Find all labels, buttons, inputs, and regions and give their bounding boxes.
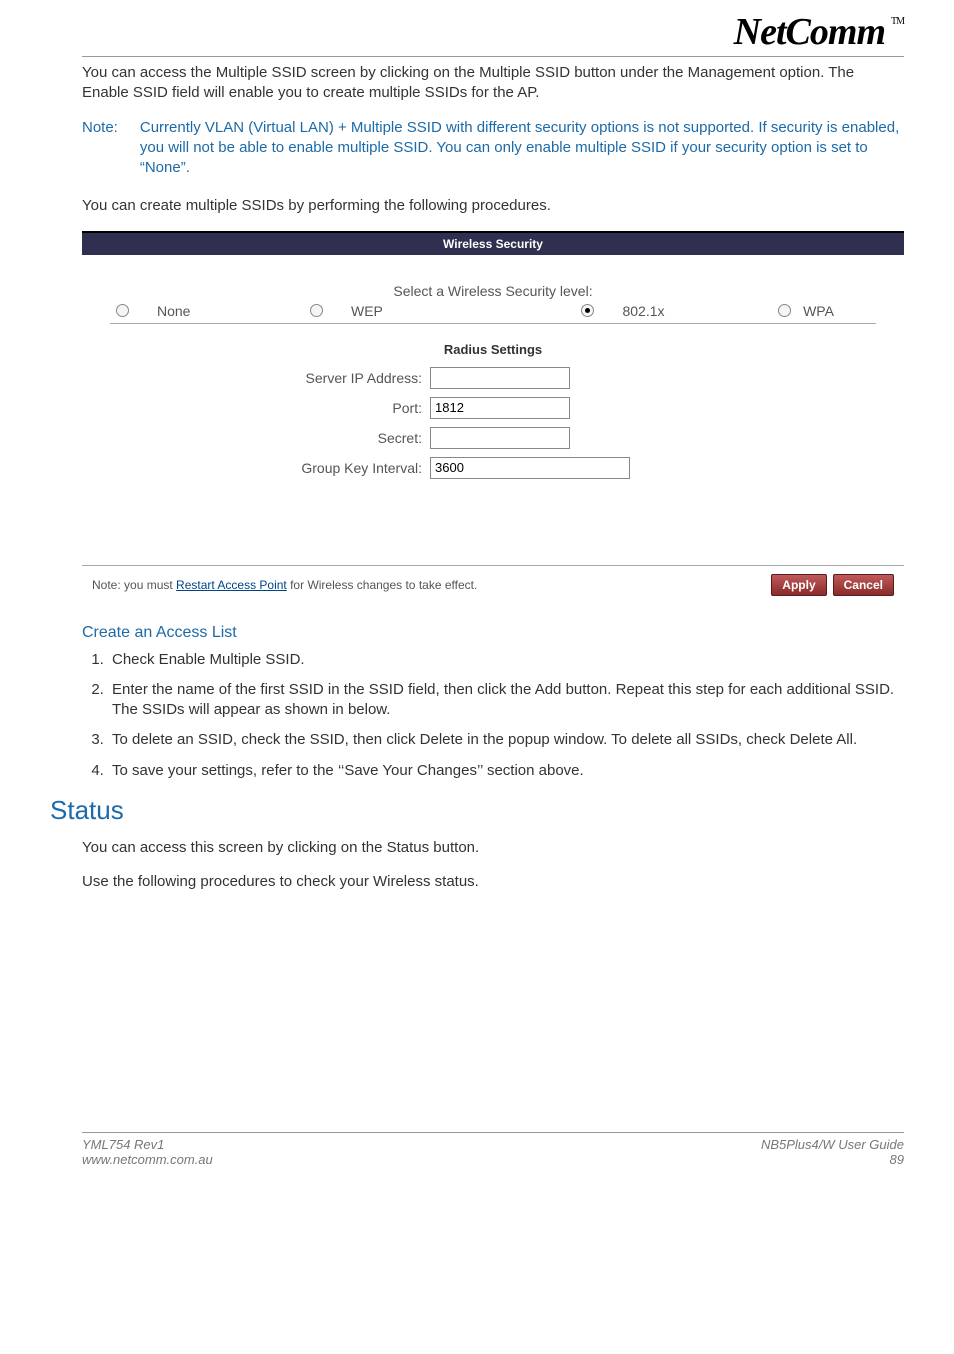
radio-wep-label: WEP (351, 303, 383, 319)
secret-input[interactable] (430, 427, 570, 449)
intro-paragraph: You can access the Multiple SSID screen … (82, 63, 904, 104)
logo-tm: TM (891, 16, 904, 27)
radio-none[interactable] (116, 304, 129, 317)
list-item: Check Enable Multiple SSID. (108, 650, 904, 670)
secret-label: Secret: (110, 430, 430, 446)
note-text: Currently VLAN (Virtual LAN) + Multiple … (140, 118, 904, 179)
footer-doc-title: NB5Plus4/W User Guide (761, 1137, 904, 1152)
group-key-interval-input[interactable] (430, 457, 630, 479)
apply-button[interactable]: Apply (771, 574, 826, 596)
procedure-intro: You can create multiple SSIDs by perform… (82, 196, 904, 216)
top-rule (82, 56, 904, 57)
radio-8021x[interactable] (581, 304, 594, 317)
note-block: Note: Currently VLAN (Virtual LAN) + Mul… (82, 118, 904, 179)
page-footer: YML754 Rev1 www.netcomm.com.au NB5Plus4/… (82, 1132, 904, 1167)
port-label: Port: (110, 400, 430, 416)
restart-note-pre: Note: you must (92, 578, 176, 592)
server-ip-label: Server IP Address: (110, 370, 430, 386)
restart-access-point-link[interactable]: Restart Access Point (176, 578, 287, 592)
list-item: To delete an SSID, check the SSID, then … (108, 730, 904, 750)
footer-page-number: 89 (761, 1152, 904, 1167)
list-item: To save your settings, refer to the ‘‘Sa… (108, 761, 904, 781)
server-ip-input[interactable] (430, 367, 570, 389)
steps-list: Check Enable Multiple SSID. Enter the na… (82, 650, 904, 781)
restart-note: Note: you must Restart Access Point for … (92, 578, 477, 592)
port-input[interactable] (430, 397, 570, 419)
security-level-heading: Select a Wireless Security level: (110, 283, 876, 299)
restart-note-post: for Wireless changes to take effect. (287, 578, 478, 592)
status-paragraph-2: Use the following procedures to check yo… (82, 872, 904, 892)
status-paragraph-1: You can access this screen by clicking o… (82, 838, 904, 858)
radio-8021x-label: 802.1x (622, 303, 664, 319)
logo-text: NetComm (734, 10, 885, 54)
radius-settings-heading: Radius Settings (110, 342, 876, 357)
cancel-button[interactable]: Cancel (833, 574, 894, 596)
group-key-interval-label: Group Key Interval: (110, 460, 430, 476)
radio-none-label: None (157, 303, 190, 319)
wireless-security-panel: Wireless Security Select a Wireless Secu… (82, 231, 904, 604)
panel-title: Wireless Security (82, 233, 904, 255)
footer-doc-rev: YML754 Rev1 (82, 1137, 213, 1152)
radio-wpa-label: WPA (803, 303, 834, 319)
status-heading: Status (50, 795, 904, 826)
footer-url: www.netcomm.com.au (82, 1152, 213, 1167)
security-level-radio-row: None WEP 802.1x WPA (110, 303, 876, 324)
radio-wep[interactable] (310, 304, 323, 317)
note-label: Note: (82, 118, 118, 179)
create-access-list-heading: Create an Access List (82, 624, 904, 642)
list-item: Enter the name of the first SSID in the … (108, 680, 904, 721)
brand-logo: NetComm TM (82, 10, 904, 54)
radio-wpa[interactable] (778, 304, 791, 317)
